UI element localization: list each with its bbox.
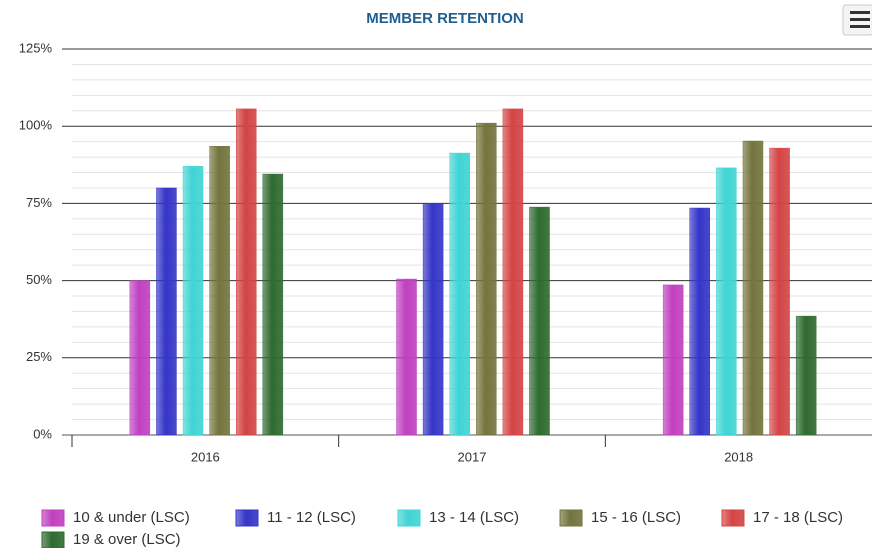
bar	[529, 206, 550, 436]
bar	[156, 187, 177, 436]
bar	[422, 203, 444, 436]
x-tick-label: 2017	[458, 449, 487, 464]
legend-label: 13 - 14 (LSC)	[429, 509, 519, 526]
y-tick-label: 25%	[26, 349, 52, 364]
legend-label: 19 & over (LSC)	[73, 531, 181, 548]
bar	[235, 108, 257, 436]
legend-swatch	[41, 531, 65, 548]
bar	[716, 167, 737, 436]
bar	[769, 147, 790, 436]
legend-swatch	[41, 509, 65, 527]
y-tick-label: 75%	[26, 195, 52, 210]
bar	[662, 284, 684, 436]
legend-swatch	[235, 509, 259, 527]
legend-label: 17 - 18 (LSC)	[753, 509, 843, 526]
bar	[502, 108, 524, 436]
menu-button[interactable]	[842, 4, 872, 36]
bar	[795, 315, 817, 436]
y-tick-label: 125%	[19, 40, 53, 55]
bar	[209, 146, 230, 436]
bar	[449, 152, 470, 436]
x-tick-label: 2018	[724, 449, 753, 464]
menu-bar	[850, 18, 870, 21]
x-tick-label: 2016	[191, 449, 220, 464]
legend-swatch	[721, 509, 745, 527]
legend-label: 10 & under (LSC)	[73, 509, 190, 526]
legend-label: 11 - 12 (LSC)	[267, 509, 356, 526]
y-tick-label: 0%	[33, 426, 52, 441]
legend-label: 15 - 16 (LSC)	[591, 509, 681, 526]
menu-bar	[850, 25, 870, 28]
bar	[689, 207, 711, 436]
bar	[476, 122, 497, 436]
legend-swatch	[559, 509, 583, 527]
chart-title: MEMBER RETENTION	[366, 10, 524, 27]
bar	[396, 278, 417, 436]
bar	[182, 166, 204, 436]
bar	[742, 140, 764, 436]
legend-swatch	[397, 509, 421, 527]
legend: 10 & under (LSC) 11 - 12 (LSC) 13 - 14 (LS…	[41, 509, 843, 548]
bar	[129, 280, 151, 436]
bar	[262, 173, 284, 436]
y-tick-label: 50%	[26, 272, 52, 287]
y-tick-label: 100%	[19, 118, 53, 133]
menu-bar	[850, 11, 870, 14]
